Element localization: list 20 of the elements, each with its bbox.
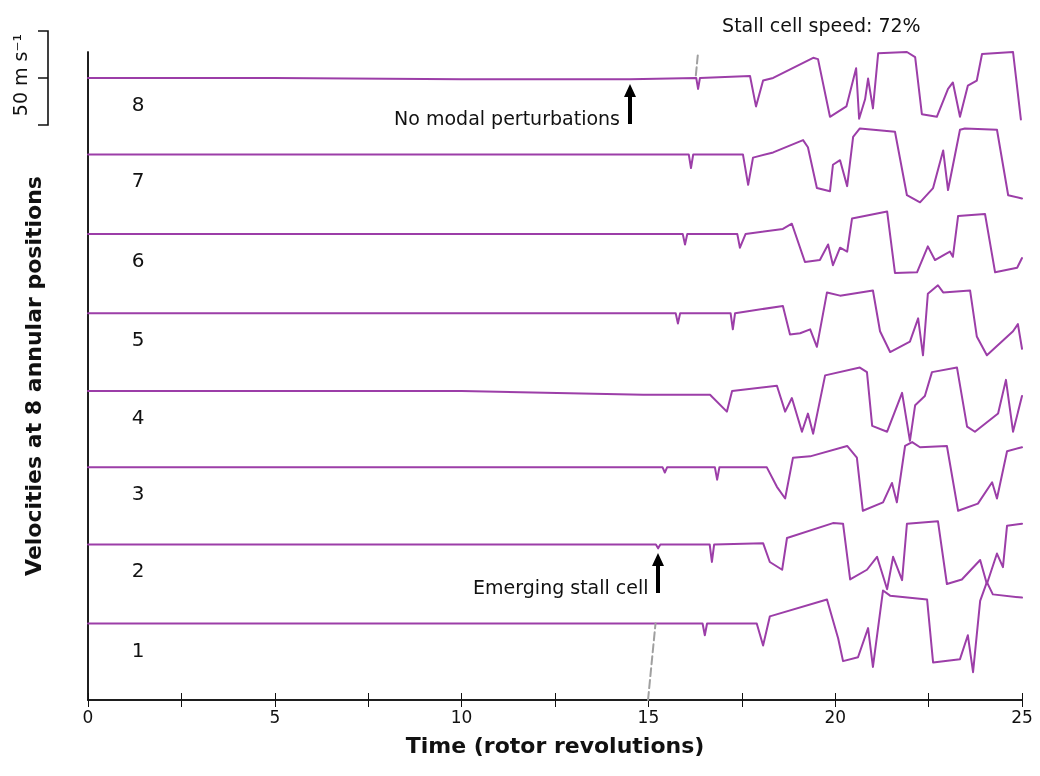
x-tick-label: 0 <box>82 706 94 727</box>
series-label: 2 <box>131 558 145 583</box>
annotation: No modal perturbations <box>394 107 620 130</box>
x-tick-label: 15 <box>637 706 660 727</box>
x-tick-label: 20 <box>824 706 847 727</box>
x-tick-label: 5 <box>269 706 281 727</box>
series-label: 3 <box>131 481 145 506</box>
series-label: 6 <box>131 248 145 273</box>
text: 50 m s⁻¹ <box>9 33 32 117</box>
series-label: 7 <box>131 168 145 193</box>
series-label: 4 <box>131 404 145 429</box>
x-tick-label: 10 <box>450 706 473 727</box>
annotation: Stall cell speed: 72% <box>722 14 921 36</box>
annotation: Emerging stall cell <box>473 576 649 599</box>
x-axis-title: Time (rotor revolutions) <box>405 732 705 758</box>
series-label: 1 <box>131 637 145 662</box>
x-tick-label: 25 <box>1011 706 1033 727</box>
y-axis-title: Velocities at 8 annular positions <box>20 176 46 576</box>
series-label: 5 <box>131 327 145 352</box>
series-label: 8 <box>131 91 145 116</box>
